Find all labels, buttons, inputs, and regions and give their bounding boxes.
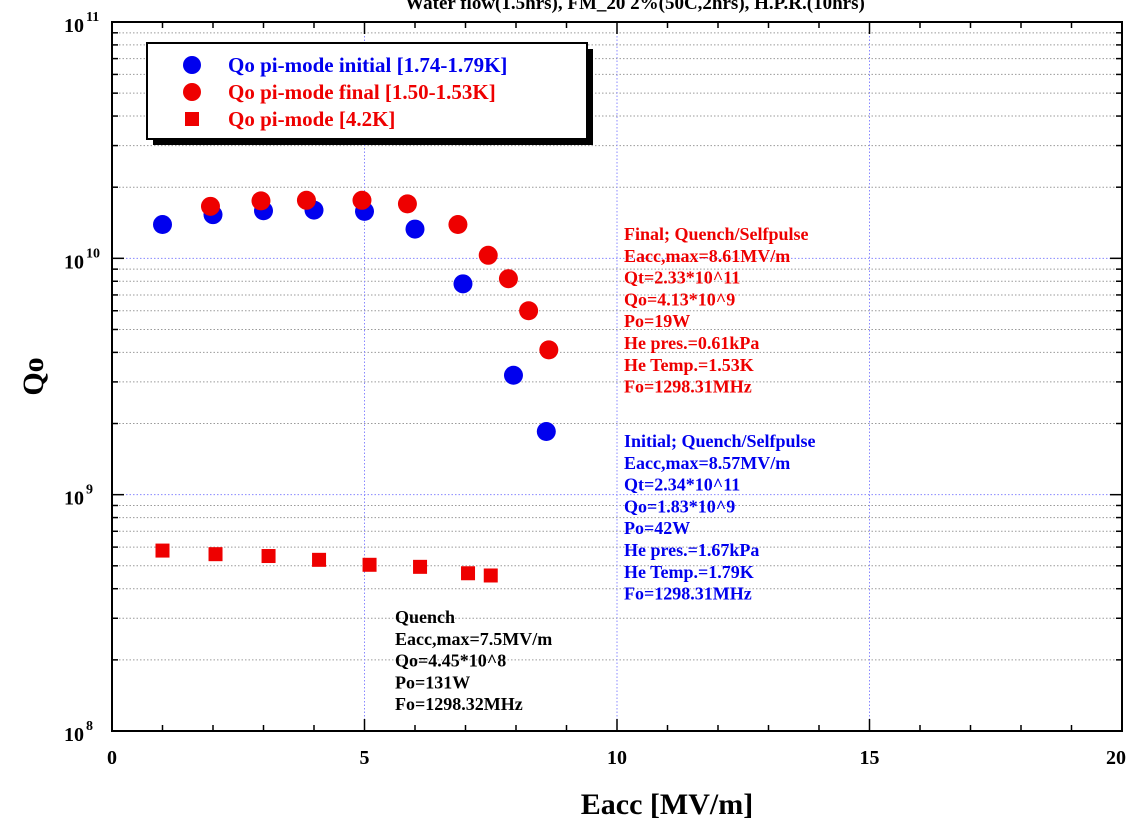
legend-label: Qo pi-mode [4.2K] [228,107,395,131]
y-tick-label: 10 8 [64,719,93,746]
data-point-circle [153,215,172,235]
data-point-square [312,552,327,567]
legend-label: Qo pi-mode initial [1.74-1.79K] [228,53,507,77]
y-tick-label-exponent: 11 [86,10,99,25]
data-point-square [461,566,476,581]
data-point-circle [405,219,425,239]
annotation-line: Fo=1298.31MHz [624,377,752,397]
series-3 [155,543,498,583]
annotation-line: Initial; Quench/Selfpulse [624,431,816,451]
y-tick-label: 10 11 [64,10,99,37]
annotation-line: Po=19W [624,311,690,331]
data-point-circle [539,340,559,360]
annotation-line: Eacc,max=8.61MV/m [624,246,790,266]
data-point-square [413,559,428,574]
data-point-circle [536,422,556,442]
y-tick-label-base: 10 [64,251,84,273]
annotation-line: Fo=1298.32MHz [395,694,523,714]
annotation-line: He Temp.=1.53K [624,355,754,375]
annotation-line: He Temp.=1.79K [624,562,754,582]
data-point-circle [200,196,220,216]
annotation-line: Fo=1298.31MHz [624,584,752,604]
annotation-line: Qo=1.83*10^9 [624,496,735,516]
data-point-circle [478,245,498,265]
data-point-square [208,547,223,562]
data-point-circle [453,274,473,294]
annotations: Final; Quench/SelfpulseEacc,max=8.61MV/m… [395,224,816,714]
data-point-circle [448,215,468,235]
axis-ticks [111,21,1123,732]
series-2 [200,190,559,360]
data-point-square [155,543,170,558]
legend-marker-circle [183,83,201,101]
y-tick-label: 10 10 [64,246,100,273]
legend-box [146,42,588,140]
annotation-block-3: QuenchEacc,max=7.5MV/mQo=4.45*10^8Po=131… [395,607,552,714]
y-tick-label-exponent: 8 [86,719,93,734]
annotation-line: Eacc,max=8.57MV/m [624,453,790,473]
x-axis-title: Eacc [MV/m] [581,788,753,821]
data-point-square [362,557,377,572]
annotation-line: He pres.=0.61kPa [624,333,759,353]
y-tick-label-exponent: 10 [86,246,100,261]
data-point-circle [498,269,518,289]
data-point-circle [251,191,271,211]
legend-marker-square [185,112,199,126]
y-tick-label-base: 10 [64,488,84,510]
data-series [153,190,559,583]
annotation-line: He pres.=1.67kPa [624,540,759,560]
annotation-line: Quench [395,607,455,627]
data-point-circle [397,194,417,214]
x-tick-label: 20 [1106,747,1126,769]
y-tick-label-base: 10 [64,724,84,746]
x-tick-label: 5 [360,747,370,769]
legend-marker-circle [183,56,201,74]
x-tick-label: 15 [860,747,880,769]
y-tick-label-base: 10 [64,15,84,37]
data-point-circle [296,190,316,210]
legend: Qo pi-mode initial [1.74-1.79K] Qo pi-mod… [146,42,593,145]
series-1 [153,200,556,442]
data-point-square [483,568,498,583]
chart-title: Water flow(1.5hrs), FM_20 2%(50C,2hrs), … [405,0,865,14]
legend-label: Qo pi-mode final [1.50-1.53K] [228,80,496,104]
annotation-line: Po=131W [395,672,470,692]
y-tick-label: 10 9 [64,483,93,510]
data-point-square [261,549,276,564]
data-point-circle [503,365,523,385]
y-tick-label-exponent: 9 [86,483,93,498]
annotation-line: Qt=2.33*10^11 [624,268,740,288]
y-axis-title: Qo [17,357,50,395]
annotation-block-2: Initial; Quench/SelfpulseEacc,max=8.57MV… [624,431,816,604]
x-tick-label: 10 [607,747,627,769]
annotation-line: Qo=4.45*10^8 [395,651,506,671]
data-point-circle [519,301,539,321]
annotation-line: Final; Quench/Selfpulse [624,224,809,244]
annotation-line: Po=42W [624,518,690,538]
annotation-line: Eacc,max=7.5MV/m [395,629,552,649]
x-tick-label: 0 [107,747,117,769]
x-tick-labels: 0 5 10 15 20 [107,747,1126,769]
annotation-block-1: Final; Quench/SelfpulseEacc,max=8.61MV/m… [624,224,809,397]
data-point-circle [352,190,372,210]
annotation-line: Qt=2.34*10^11 [624,475,740,495]
annotation-line: Qo=4.13*10^9 [624,289,735,309]
